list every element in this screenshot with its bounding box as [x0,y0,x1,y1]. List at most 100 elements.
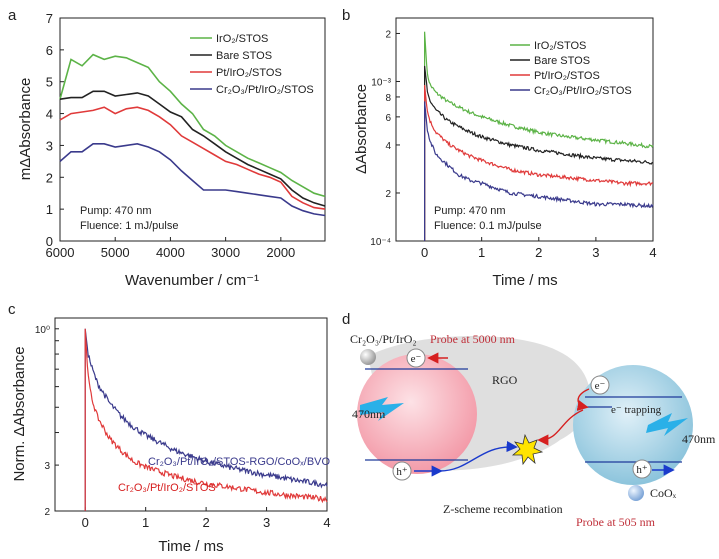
chart-a-ytick-label: 2 [46,170,53,185]
chart-c-xtick-label: 1 [142,515,149,530]
chart-c-series-line-0 [84,328,328,511]
recombination-label: Z-scheme recombination [443,502,563,516]
hole-left-label: h⁺ [396,466,408,478]
chart-b-xtick-label: 2 [535,245,542,260]
trapping-label: e⁻ trapping [611,404,662,416]
chart-b-ytick-label: 8 [385,93,391,104]
chart-a-legend-entry: Bare STOS [216,50,272,62]
electron-transfer-arrow [537,409,584,446]
chart-c-xlabel: Time / ms [158,538,223,555]
panel-label-d: d [342,311,350,328]
electron-right-label: e⁻ [595,380,606,392]
chart-a-ytick-label: 6 [46,43,53,58]
cocatalyst-ball-left [360,349,376,365]
chart-a: 6000 5000 4000 3000 2000 0 1 2 3 4 5 6 7 IrO₂/STOS Ba… [17,11,326,289]
hole-transfer-arrow [439,440,518,472]
hole-right [632,459,652,479]
chart-a-ytick-label: 7 [46,11,53,26]
chart-c-xtick-label: 2 [202,515,209,530]
chart-b-legend-entry: Cr₂O₃/Pt/IrO₂/STOS [534,85,632,97]
electron-right [590,375,610,395]
chart-a-frame [59,17,326,242]
chart-a-annotation-pump: Pump: 470 nm [80,205,152,217]
chart-c: 0 1 2 3 4 2 3 10⁰ Time / ms Norm. ΔAbsorbance C… [11,317,331,555]
chart-b-xtick-label: 1 [478,245,485,260]
chart-a-xtick-label: 2000 [266,245,295,260]
panel-label-a: a [8,7,17,24]
cocatalyst-ball-right [628,485,644,501]
recombination-burst-icon [511,433,544,466]
chart-a-legend-entry: IrO₂/STOS [216,33,268,45]
chart-c-ytick-label: 3 [44,461,50,472]
chart-c-xtick-label: 4 [323,515,330,530]
chart-a-xlabel: Wavenumber / cm⁻¹ [125,272,259,289]
chart-c-ytick-label: 2 [44,507,50,518]
electron-left [406,348,426,368]
chart-b-legend-entry: Bare STOS [534,55,590,67]
chart-b-ytick-label: 6 [385,113,391,124]
chart-b-xtick-label: 0 [421,245,428,260]
electron-left-label: e⁻ [411,353,422,365]
left-particle [357,354,477,474]
chart-a-ytick-label: 3 [46,138,53,153]
chart-a-xtick-label: 4000 [156,245,185,260]
chart-b: 0 1 2 3 4 10⁻⁴ 2 4 6 8 10⁻³ 2 IrO₂/STOS Bare STOS Pt/… [353,17,657,289]
chart-b-series-line-2 [424,84,654,241]
chart-c-ytick-label: 10⁰ [35,325,50,336]
chart-b-series-line-3 [424,101,654,241]
right-particle [573,365,693,485]
chart-a-series-line-2 [59,106,326,210]
pump-right-label: 470nm [682,432,716,446]
chart-a-legend-entry: Cr₂O₃/Pt/IrO₂/STOS [216,84,314,96]
light-bolt-right-icon [646,413,688,436]
chart-a-legend-entry: Pt/IrO₂/STOS [216,67,282,79]
chart-a-series-line-0 [59,53,326,198]
chart-b-xtick-label: 3 [592,245,599,260]
chart-b-xtick-label: 4 [649,245,656,260]
z-scheme-diagram: e⁻ h⁺ e⁻ h⁺ Cr₂O₃/Pt/IrO₂ Probe at 5000 … [350,332,716,529]
chart-a-ytick-label: 4 [46,107,53,122]
chart-a-ytick-label: 1 [46,202,53,217]
chart-a-annotation-fluence: Fluence: 1 mJ/pulse [80,220,178,232]
chart-a-ytick-label: 0 [46,234,53,249]
trapping-arrow [576,388,590,411]
chart-b-ytick-label: 2 [385,189,391,200]
light-bolt-left-icon [360,397,404,421]
chart-b-ytick-label: 2 [385,29,391,40]
chart-a-xtick-label: 3000 [211,245,240,260]
probe-right-label: Probe at 505 nm [576,515,656,529]
chart-c-ylabel: Norm. ΔAbsorbance [11,346,28,481]
hole-left [392,461,412,481]
chart-b-xlabel: Time / ms [492,272,557,289]
chart-c-series-label-bvo: Cr₂O₃/Pt/IrO₂/STOS-RGO/CoOₓ/BVO [148,456,331,468]
chart-b-series-line-1 [424,65,654,241]
chart-c-xtick-label: 3 [263,515,270,530]
chart-b-ytick-label: 4 [385,141,391,152]
cocatalyst-label: CoOₓ [650,486,677,500]
chart-b-series-line-0 [424,31,654,241]
chart-a-series-line-1 [59,90,326,207]
chart-c-series-label-stos: Cr₂O₃/Pt/IrO₂/STOS [118,482,216,494]
chart-b-ylabel: ΔAbsorbance [353,84,370,174]
chart-b-annotation-fluence: Fluence: 0.1 mJ/pulse [434,220,542,232]
chart-b-ytick-label: 10⁻⁴ [370,237,391,248]
chart-a-series-line-3 [59,142,326,217]
rgo-label: RGO [492,373,518,387]
chart-a-xtick-label: 5000 [101,245,130,260]
hole-right-label: h⁺ [636,464,648,476]
chart-b-frame [395,17,654,242]
chart-c-frame [54,317,328,512]
left-particle-label: Cr₂O₃/Pt/IrO₂ [350,332,417,346]
panel-label-b: b [342,7,350,24]
pump-left-label: 470nm [352,407,386,421]
chart-b-annotation-pump: Pump: 470 nm [434,205,506,217]
chart-a-xtick-label: 6000 [46,245,75,260]
chart-b-legend-entry: Pt/IrO₂/STOS [534,70,600,82]
panel-label-c: c [8,301,16,318]
chart-a-ylabel: mΔAbsorbance [17,78,34,181]
chart-a-ytick-label: 5 [46,75,53,90]
chart-b-legend-entry: IrO₂/STOS [534,40,586,52]
chart-b-ytick-label: 10⁻³ [371,77,391,88]
chart-c-xtick-label: 0 [82,515,89,530]
